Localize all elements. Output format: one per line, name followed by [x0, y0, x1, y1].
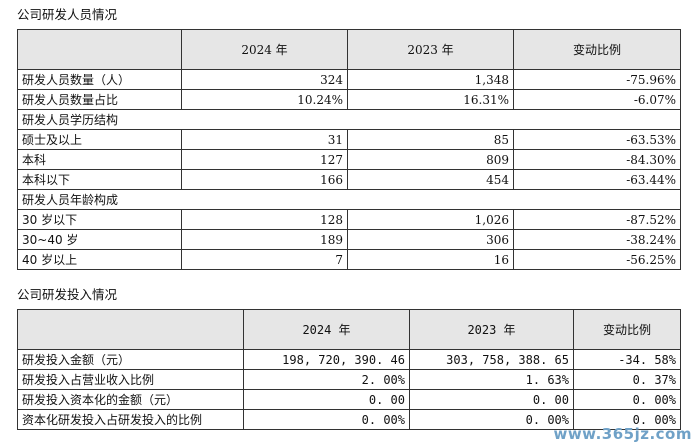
value-2023-cell: 85: [347, 129, 514, 150]
row-label-cell: 研发人员数量（人）: [17, 69, 182, 90]
change-cell: -75.96%: [513, 69, 681, 90]
value-2023-cell: 1,026: [347, 209, 514, 230]
group-label-cell: 研发人员年龄构成: [17, 189, 681, 210]
header-2024: 2024 年: [243, 309, 410, 350]
change-cell: -63.44%: [513, 169, 681, 190]
rd-investment-table: 2024 年 2023 年 变动比例 研发投入金额（元） 198, 720, 39…: [17, 309, 681, 430]
row-label-cell: 30 岁以下: [17, 209, 182, 230]
header-2023: 2023 年: [347, 29, 514, 70]
table-row: 研发投入占营业收入比例 2. 00% 1. 63% 0. 37%: [17, 369, 681, 390]
header-blank-cell: [17, 29, 182, 70]
change-cell: 0. 37%: [573, 369, 681, 390]
row-label-cell: 本科以下: [17, 169, 182, 190]
row-label-cell: 研发人员数量占比: [17, 89, 182, 110]
section-title-rd-staff: 公司研发人员情况: [17, 7, 118, 22]
value-2024-cell: 166: [181, 169, 348, 190]
change-cell: -34. 58%: [573, 349, 681, 370]
value-2024-cell: 10.24%: [181, 89, 348, 110]
value-2024-cell: 198, 720, 390. 46: [243, 349, 410, 370]
value-2023-cell: 16: [347, 249, 514, 270]
table-header-row: 2024 年 2023 年 变动比例: [17, 309, 681, 350]
header-blank-cell: [17, 309, 244, 350]
row-label-cell: 研发投入金额（元）: [17, 349, 244, 370]
section-title-rd-investment: 公司研发投入情况: [17, 287, 118, 302]
value-2024-cell: 189: [181, 229, 348, 250]
change-cell: -87.52%: [513, 209, 681, 230]
change-cell: 0. 00%: [573, 409, 681, 430]
value-2024-cell: 127: [181, 149, 348, 170]
change-cell: -6.07%: [513, 89, 681, 110]
value-2023-cell: 0. 00: [409, 389, 574, 410]
row-label-cell: 研发投入占营业收入比例: [17, 369, 244, 390]
table-group-row: 研发人员年龄构成: [17, 189, 681, 210]
table-row: 本科 127 809 -84.30%: [17, 149, 681, 170]
table-row: 40 岁以上 7 16 -56.25%: [17, 249, 681, 270]
table-row: 本科以下 166 454 -63.44%: [17, 169, 681, 190]
value-2023-cell: 1. 63%: [409, 369, 574, 390]
table-row: 研发人员数量占比 10.24% 16.31% -6.07%: [17, 89, 681, 110]
row-label-cell: 研发投入资本化的金额（元）: [17, 389, 244, 410]
change-cell: -84.30%: [513, 149, 681, 170]
row-label-cell: 硕士及以上: [17, 129, 182, 150]
change-cell: 0. 00%: [573, 389, 681, 410]
value-2023-cell: 454: [347, 169, 514, 190]
change-cell: -56.25%: [513, 249, 681, 270]
value-2024-cell: 324: [181, 69, 348, 90]
value-2024-cell: 31: [181, 129, 348, 150]
table-row: 研发投入金额（元） 198, 720, 390. 46 303, 758, 388.…: [17, 349, 681, 370]
value-2023-cell: 16.31%: [347, 89, 514, 110]
change-cell: -38.24%: [513, 229, 681, 250]
table-group-row: 研发人员学历结构: [17, 109, 681, 130]
value-2023-cell: 306: [347, 229, 514, 250]
value-2023-cell: 809: [347, 149, 514, 170]
table-header-row: 2024 年 2023 年 变动比例: [17, 29, 681, 70]
table-row: 研发人员数量（人） 324 1,348 -75.96%: [17, 69, 681, 90]
value-2024-cell: 2. 00%: [243, 369, 410, 390]
header-change: 变动比例: [513, 29, 681, 70]
header-2024: 2024 年: [181, 29, 348, 70]
header-change: 变动比例: [573, 309, 681, 350]
change-cell: -63.53%: [513, 129, 681, 150]
rd-staff-table: 2024 年 2023 年 变动比例 研发人员数量（人） 324 1,348 -75.…: [17, 29, 681, 270]
row-label-cell: 40 岁以上: [17, 249, 182, 270]
row-label-cell: 资本化研发投入占研发投入的比例: [17, 409, 244, 430]
row-label-cell: 30~40 岁: [17, 229, 182, 250]
table-row: 资本化研发投入占研发投入的比例 0. 00% 0. 00% 0. 00%: [17, 409, 681, 430]
row-label-cell: 本科: [17, 149, 182, 170]
group-label-cell: 研发人员学历结构: [17, 109, 681, 130]
value-2024-cell: 0. 00: [243, 389, 410, 410]
value-2024-cell: 7: [181, 249, 348, 270]
header-2023: 2023 年: [409, 309, 574, 350]
table-row: 研发投入资本化的金额（元） 0. 00 0. 00 0. 00%: [17, 389, 681, 410]
watermark-text: www.365jz.com: [553, 425, 692, 443]
table-row: 30 岁以下 128 1,026 -87.52%: [17, 209, 681, 230]
value-2024-cell: 128: [181, 209, 348, 230]
value-2023-cell: 303, 758, 388. 65: [409, 349, 574, 370]
table-row: 30~40 岁 189 306 -38.24%: [17, 229, 681, 250]
value-2023-cell: 1,348: [347, 69, 514, 90]
value-2023-cell: 0. 00%: [409, 409, 574, 430]
value-2024-cell: 0. 00%: [243, 409, 410, 430]
table-row: 硕士及以上 31 85 -63.53%: [17, 129, 681, 150]
